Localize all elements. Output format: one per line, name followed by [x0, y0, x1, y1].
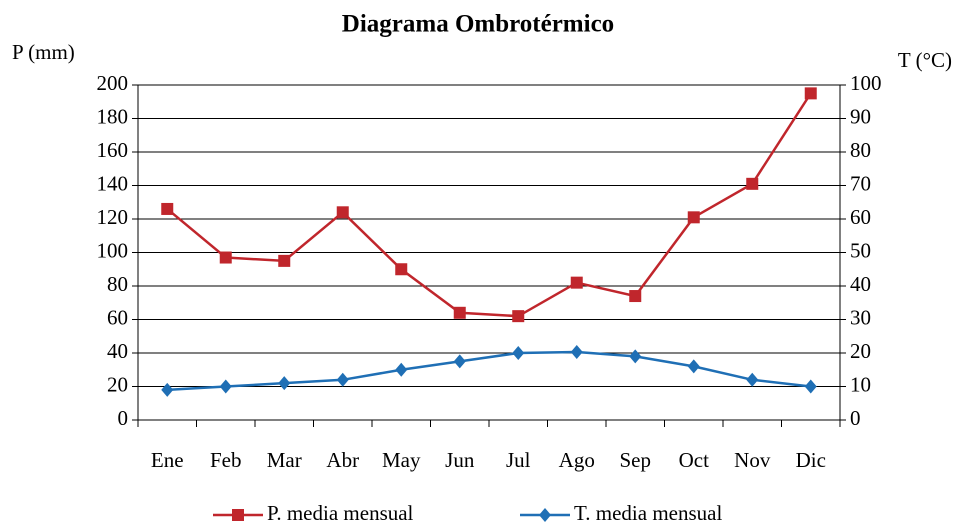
x-tick-label: Jul: [506, 448, 531, 472]
y-tick-label: 20: [107, 372, 128, 396]
y2-tick-label: 30: [850, 305, 871, 329]
legend-marker: [232, 509, 244, 521]
y2-tick-label: 20: [850, 339, 871, 363]
y2-tick-label: 10: [850, 372, 871, 396]
data-point: [161, 202, 174, 215]
y2-tick-label: 80: [850, 138, 871, 162]
legend-marker: [539, 508, 551, 522]
y-tick-label: 40: [107, 339, 128, 363]
data-point: [570, 344, 583, 359]
data-point: [804, 87, 817, 100]
x-tick-label: Ene: [151, 448, 184, 472]
y2-tick-label: 100: [850, 71, 882, 95]
data-point: [453, 306, 466, 319]
x-tick-label: Jun: [445, 448, 475, 472]
data-point: [336, 206, 349, 219]
data-point: [395, 362, 408, 377]
y2-tick-label: 50: [850, 238, 871, 262]
legend-label: P. media mensual: [267, 501, 414, 525]
x-tick-label: May: [382, 448, 421, 472]
data-point: [746, 372, 759, 387]
y-tick-label: 120: [97, 205, 129, 229]
data-point: [629, 349, 642, 364]
y-tick-label: 100: [97, 238, 129, 262]
y-tick-label: 180: [97, 104, 129, 128]
y-tick-label: 160: [97, 138, 129, 162]
data-point: [278, 254, 291, 267]
y-tick-label: 60: [107, 305, 128, 329]
data-point: [161, 382, 174, 397]
legend-label: T. media mensual: [574, 501, 722, 525]
x-tick-label: Mar: [267, 448, 302, 472]
data-point: [687, 211, 700, 224]
data-point: [512, 346, 525, 360]
y2-tick-label: 70: [850, 171, 871, 195]
data-point: [219, 379, 232, 394]
x-tick-label: Feb: [210, 448, 242, 472]
y2-tick-label: 0: [850, 406, 861, 430]
x-tick-label: Oct: [679, 448, 709, 472]
data-point: [687, 359, 700, 374]
y-axis-label: P (mm): [12, 40, 75, 64]
series-line: [166, 92, 812, 318]
data-point: [278, 376, 291, 391]
y2-tick-label: 90: [850, 104, 871, 128]
x-tick-label: Nov: [734, 448, 771, 472]
y-tick-label: 0: [118, 406, 129, 430]
y-tick-label: 140: [97, 171, 129, 195]
data-point: [219, 251, 232, 264]
x-tick-label: Abr: [326, 448, 359, 472]
data-point: [453, 354, 466, 369]
x-tick-label: Sep: [620, 448, 652, 472]
x-tick-label: Ago: [559, 448, 595, 472]
data-point: [336, 372, 349, 387]
data-point: [804, 379, 817, 394]
y2-tick-label: 60: [850, 205, 871, 229]
data-point: [395, 263, 408, 276]
x-tick-label: Dic: [796, 448, 826, 472]
data-point: [629, 290, 642, 303]
data-point: [746, 177, 759, 190]
data-point: [512, 310, 525, 323]
y-tick-label: 80: [107, 272, 128, 296]
data-point: [570, 276, 583, 289]
chart-title: Diagrama Ombrotérmico: [342, 11, 614, 38]
y-tick-label: 200: [97, 71, 129, 95]
y2-axis-label: T (°C): [898, 48, 952, 72]
series-line: [167, 350, 811, 392]
y2-tick-label: 40: [850, 272, 871, 296]
